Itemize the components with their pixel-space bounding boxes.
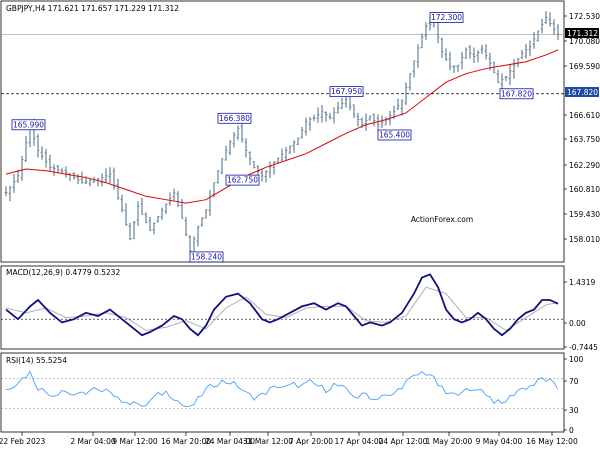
symbol-header: GBPJPY,H4 171.621 171.657 171.229 171.31…: [6, 4, 179, 13]
time-axis-label: 17 Apr 04:00: [335, 437, 384, 446]
price-label-box: [225, 174, 260, 186]
price-axis-label: 169.590: [569, 62, 600, 71]
rsi-axis-label: 0: [569, 426, 574, 435]
price-axis-label: 170.080: [569, 37, 600, 46]
time-axis-label: 16 May 12:00: [526, 437, 578, 446]
watermark-layer: ActionForex.com: [411, 215, 473, 224]
macd-axis-label: -0.7445: [569, 343, 598, 352]
price-y-axis: 172.530 170.080 169.590 166.610 163.750 162.2…: [564, 12, 600, 244]
price-panel-frame: [0, 0, 565, 263]
price-label-box: [11, 119, 46, 131]
price-axis-label: 166.610: [569, 111, 600, 120]
time-axis-label: 9 Mar 12:00: [112, 437, 158, 446]
price-label-box: [429, 12, 464, 23]
price-label-box: [499, 88, 534, 100]
time-axis-label: 16 Mar 20:00: [161, 437, 211, 446]
macd-panel-frame: [0, 265, 565, 350]
time-x-axis: 22 Feb 2023 2 Mar 04:009 Mar 12:00 16 Mar …: [0, 432, 578, 446]
time-axis-label: 22 Feb 2023: [0, 437, 46, 446]
rsi-layer: 100 70 30 0: [1, 355, 584, 435]
price-label-text: 166.380: [219, 114, 250, 123]
time-axis-label: 24 Mar 04:00: [205, 437, 255, 446]
level-price-label: 167.820: [567, 88, 598, 97]
time-axis-label: 31 Mar 12:00: [243, 437, 293, 446]
price-label-text: 165.400: [379, 131, 410, 140]
price-label-text: 167.820: [501, 89, 532, 98]
macd-axis-label: 1.4319: [569, 278, 595, 287]
level-price-marker: [565, 87, 599, 97]
rsi-axis-label: 30: [569, 406, 579, 415]
price-label-text: 162.750: [227, 176, 258, 185]
price-axis-label: 172.530: [569, 12, 600, 21]
macd-main-line: [5, 273, 559, 337]
price-label-box: [217, 112, 252, 124]
watermark-text: ActionForex.com: [411, 215, 473, 224]
time-axis-label: 7 Apr 20:00: [289, 437, 333, 446]
macd-layer: 1.4319 0.00 -0.7445: [1, 273, 598, 352]
macd-axis-label: 0.00: [569, 319, 586, 328]
time-axis-label: 9 May 04:00: [476, 437, 523, 446]
price-series-layer: [1, 11, 564, 256]
price-axis-label: 163.750: [569, 135, 600, 144]
price-label-text: 158.240: [191, 253, 222, 262]
time-axis-label: 24 Apr 12:00: [379, 437, 428, 446]
price-label-box: [377, 129, 412, 141]
rsi-axis-label: 100: [569, 355, 584, 364]
macd-header: MACD(12,26,9) 0.4779 0.5232: [6, 268, 120, 277]
price-label-text: 167.950: [331, 87, 362, 96]
price-labels-layer: 165.990 166.380 162.750 158.240 167.950 165.4…: [11, 12, 534, 263]
price-axis-label: 160.810: [569, 185, 600, 194]
current-price-label: 171.312: [567, 29, 598, 38]
price-label-text: 165.990: [13, 120, 44, 129]
moving-average-line: [5, 49, 559, 204]
price-label-box: [189, 251, 224, 263]
price-label-box: [329, 86, 364, 97]
rsi-axis-label: 70: [569, 377, 579, 386]
rsi-line: [5, 370, 559, 408]
macd-signal-line: [5, 286, 559, 331]
price-axis-label: 159.430: [569, 210, 600, 219]
current-price-marker: [565, 28, 599, 38]
rsi-panel-frame: [0, 352, 565, 433]
rsi-header: RSI(14) 55.5254: [6, 356, 67, 365]
price-axis-label: 162.290: [569, 161, 600, 170]
time-axis-label: 1 May 20:00: [426, 437, 473, 446]
time-axis-label: 2 Mar 04:00: [70, 437, 116, 446]
price-axis-label: 158.010: [569, 235, 600, 244]
price-label-text: 172.300: [431, 13, 462, 22]
